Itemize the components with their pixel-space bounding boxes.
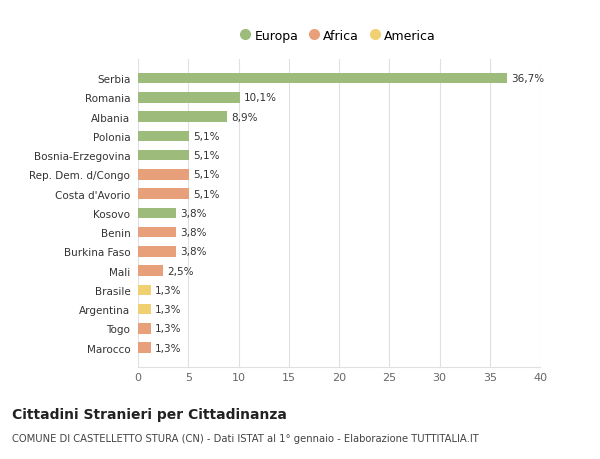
Bar — [138, 266, 163, 276]
Bar — [138, 208, 176, 219]
Text: 5,1%: 5,1% — [193, 151, 220, 161]
Text: 1,3%: 1,3% — [155, 324, 182, 334]
Text: 8,9%: 8,9% — [232, 112, 258, 123]
Text: 1,3%: 1,3% — [155, 343, 182, 353]
Text: 5,1%: 5,1% — [193, 170, 220, 180]
Bar — [138, 189, 189, 200]
Text: 1,3%: 1,3% — [155, 285, 182, 295]
Bar — [138, 131, 189, 142]
Text: COMUNE DI CASTELLETTO STURA (CN) - Dati ISTAT al 1° gennaio - Elaborazione TUTTI: COMUNE DI CASTELLETTO STURA (CN) - Dati … — [12, 433, 479, 442]
Bar — [138, 227, 176, 238]
Text: 3,8%: 3,8% — [180, 228, 207, 238]
Text: 5,1%: 5,1% — [193, 132, 220, 141]
Bar — [138, 285, 151, 296]
Bar — [138, 112, 227, 123]
Text: Cittadini Stranieri per Cittadinanza: Cittadini Stranieri per Cittadinanza — [12, 407, 287, 421]
Bar — [138, 304, 151, 315]
Text: 3,8%: 3,8% — [180, 208, 207, 218]
Text: 3,8%: 3,8% — [180, 247, 207, 257]
Bar — [138, 343, 151, 353]
Legend: Europa, Africa, America: Europa, Africa, America — [238, 26, 440, 46]
Bar — [138, 93, 239, 103]
Bar — [138, 324, 151, 334]
Bar — [138, 151, 189, 161]
Text: 10,1%: 10,1% — [244, 93, 277, 103]
Bar — [138, 246, 176, 257]
Text: 36,7%: 36,7% — [511, 74, 544, 84]
Text: 2,5%: 2,5% — [167, 266, 194, 276]
Text: 5,1%: 5,1% — [193, 189, 220, 199]
Text: 1,3%: 1,3% — [155, 304, 182, 314]
Bar — [138, 170, 189, 180]
Bar — [138, 73, 507, 84]
